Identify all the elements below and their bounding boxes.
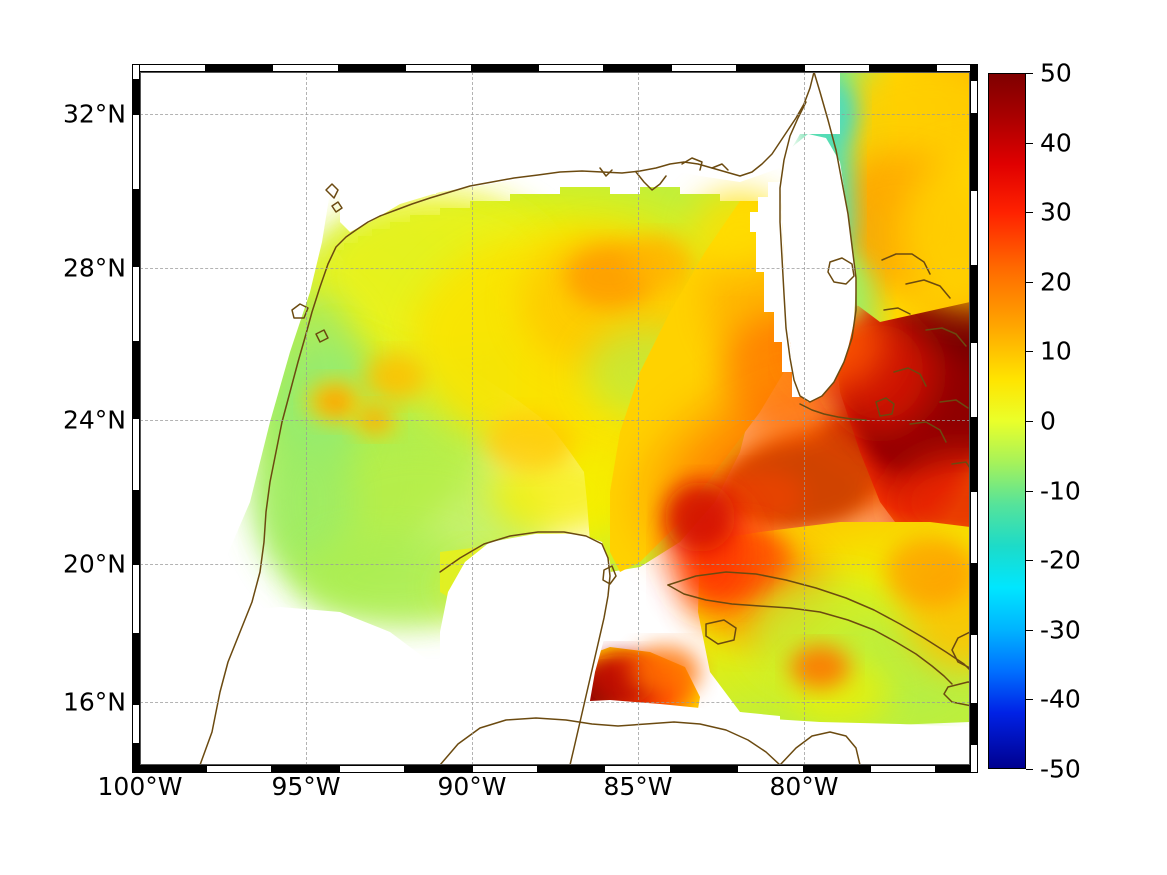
frame-seg-left [132, 80, 140, 114]
map-axes[interactable] [140, 72, 970, 765]
colorbar-tick [1026, 699, 1033, 701]
colorbar-tick-label: -10 [1040, 476, 1081, 506]
frame-seg-right [970, 342, 978, 418]
colorbar-gradient [988, 73, 1026, 769]
y-tick-label: 28°N [62, 253, 126, 283]
frame-seg-right [970, 564, 978, 634]
colorbar-tick-label: -40 [1040, 684, 1081, 714]
frame-seg-top [132, 64, 206, 72]
frame-seg-left [132, 744, 140, 773]
colorbar-tick [1026, 490, 1033, 492]
colorbar-tick [1026, 142, 1033, 144]
frame-seg-right [970, 266, 978, 342]
frame-seg-top [803, 64, 870, 72]
colorbar-tick [1026, 73, 1033, 74]
frame-seg-bottom [538, 765, 605, 773]
colorbar-tick-label: -20 [1040, 545, 1081, 575]
frame-seg-top [737, 64, 804, 72]
colorbar-tick [1026, 351, 1033, 353]
frame-seg-right [970, 80, 978, 114]
colorbar-tick [1026, 629, 1033, 631]
map-clip [140, 72, 970, 765]
frame-seg-top [405, 64, 472, 72]
colorbar-tick-label: 20 [1040, 267, 1072, 297]
x-tick-label: 85°W [603, 772, 673, 801]
coastline-layer [199, 72, 970, 765]
frame-seg-left [132, 564, 140, 634]
colorbar-tick-label: 50 [1040, 58, 1072, 88]
colorbar[interactable]: 50 40 30 20 10 0 -10 -20 -30 -40 -50 [988, 59, 1081, 784]
frame-seg-top [206, 64, 273, 72]
frame-seg-bottom [206, 765, 273, 773]
frame-seg-bottom [936, 765, 978, 773]
colorbar-tick-label: 0 [1040, 406, 1056, 436]
frame-seg-top [338, 64, 406, 72]
frame-seg-top [870, 64, 937, 72]
frame-seg-left [132, 342, 140, 418]
frame-seg-bottom [870, 765, 937, 773]
frame-seg-top [272, 64, 339, 72]
colorbar-tick-label: 30 [1040, 197, 1072, 227]
frame-seg-top [471, 64, 538, 72]
colorbar-tick-label: 40 [1040, 128, 1072, 158]
frame-seg-right [970, 634, 978, 704]
colorbar-tick [1026, 421, 1033, 422]
frame-seg-right [970, 491, 978, 564]
x-tick-label: 80°W [769, 772, 839, 801]
frame-seg-right [970, 704, 978, 744]
y-tick-label: 16°N [62, 687, 126, 717]
frame-seg-right [970, 418, 978, 491]
frame-seg-left [132, 190, 140, 266]
frame-seg-right [970, 114, 978, 190]
frame-seg-bottom [670, 765, 738, 773]
y-tick-label: 32°N [62, 99, 126, 129]
colorbar-tick-label: 10 [1040, 336, 1072, 366]
colorbar-tick [1026, 560, 1033, 562]
x-tick-label: 95°W [271, 772, 341, 801]
colorbar-tick [1026, 212, 1033, 214]
frame-seg-right [970, 190, 978, 266]
frame-seg-left [132, 266, 140, 342]
x-tick-label: 90°W [437, 772, 507, 801]
frame-seg-right [970, 64, 978, 80]
frame-seg-left [132, 634, 140, 704]
frame-seg-bottom [338, 765, 406, 773]
colorbar-tick-label: -30 [1040, 615, 1081, 645]
frame-seg-left [132, 704, 140, 744]
data-raster-layer [140, 72, 970, 765]
colorbar-tick-label: -50 [1040, 754, 1081, 784]
frame-seg-top [538, 64, 605, 72]
frame-seg-top [670, 64, 738, 72]
frame-seg-top [936, 64, 978, 72]
frame-seg-left [132, 418, 140, 491]
y-tick-label: 20°N [62, 549, 126, 579]
x-tick-label: 100°W [97, 772, 183, 801]
frame-seg-right [970, 744, 978, 773]
frame-seg-left [132, 114, 140, 190]
y-tick-label: 24°N [62, 405, 126, 435]
frame-seg-left [132, 64, 140, 80]
frame-seg-left [132, 491, 140, 564]
colorbar-tick [1026, 281, 1033, 283]
frame-seg-top [604, 64, 671, 72]
colorbar-tick [1026, 769, 1033, 770]
